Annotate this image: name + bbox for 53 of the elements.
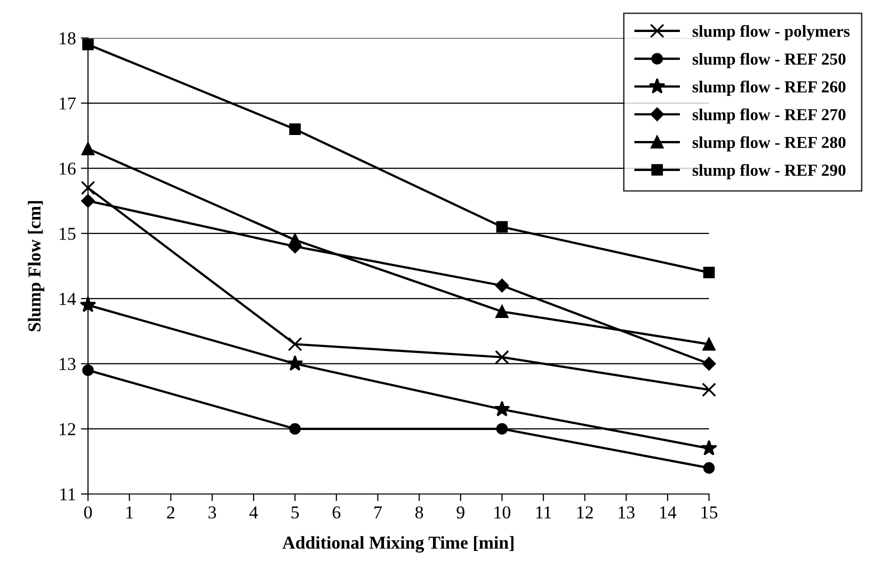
point: [495, 278, 509, 292]
x-tick-label: 0: [84, 506, 92, 519]
point: [703, 462, 715, 474]
point: [700, 440, 718, 456]
y-tick-label: 12: [60, 423, 76, 436]
point: [494, 400, 510, 416]
x-tick-label: 13: [618, 506, 635, 519]
legend-label: slump flow - polymers: [692, 25, 850, 40]
point: [496, 305, 508, 318]
point: [496, 221, 508, 233]
x-tick-label: 4: [249, 506, 258, 518]
legend-label: slump flow - REF 260: [692, 80, 846, 96]
y-tick-label: 11: [60, 488, 76, 500]
point: [81, 194, 95, 208]
legend-label: slump flow - REF 290: [692, 164, 846, 180]
point: [496, 423, 508, 435]
y-tick-label: 13: [60, 358, 76, 370]
point: [82, 142, 94, 156]
y-axis-title: Slump Flow [cm]: [28, 201, 44, 332]
legend-label: slump flow - REF 270: [692, 108, 846, 124]
y-tick-label: 16: [60, 162, 76, 175]
x-tick-label: 12: [577, 506, 593, 518]
x-tick-label: 1: [126, 506, 133, 518]
point: [703, 266, 715, 278]
x-tick-label: 3: [208, 506, 216, 519]
point: [494, 350, 510, 364]
legend-label: slump flow - REF 250: [692, 52, 846, 68]
y-tick-label: 15: [60, 228, 76, 240]
x-tick-label: 14: [660, 506, 676, 518]
point: [702, 382, 716, 397]
x-tick-label: 5: [292, 506, 299, 519]
y-tick-label: 14: [60, 292, 76, 305]
x-tick-label: 2: [167, 506, 174, 518]
point: [288, 337, 302, 352]
point: [80, 296, 96, 312]
x-axis-title: Additional Mixing Time [min]: [282, 536, 514, 553]
y-tick-label: 18: [60, 32, 76, 44]
x-tick-label: 6: [332, 506, 340, 519]
x-tick-label: 9: [456, 506, 464, 519]
x-tick-label: 7: [374, 506, 382, 518]
point: [288, 233, 302, 246]
x-tick-label: 10: [494, 506, 510, 519]
y-tick-label: 17: [60, 97, 76, 110]
legend-label: slump flow - REF 280: [692, 136, 846, 152]
point: [702, 338, 716, 351]
point: [289, 123, 301, 135]
x-tick-label: 11: [536, 506, 552, 518]
point: [702, 356, 716, 371]
point: [286, 355, 304, 371]
x-tick-label: 8: [415, 506, 424, 519]
point: [289, 423, 301, 435]
point: [80, 180, 96, 195]
x-tick-label: 15: [702, 506, 718, 519]
